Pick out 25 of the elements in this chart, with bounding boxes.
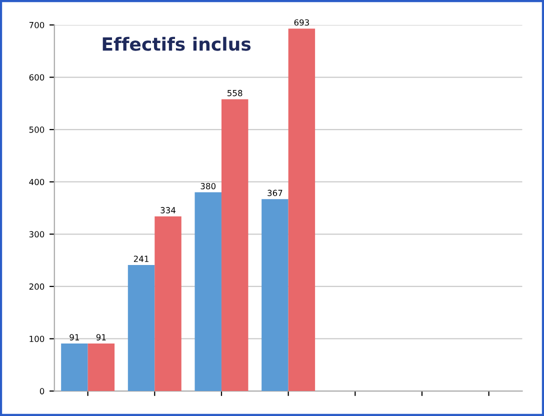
y-tick-label: 400 xyxy=(29,178,44,186)
data-label: 91 xyxy=(96,334,106,340)
y-tick-label: 0 xyxy=(40,388,44,394)
y-tick-label: 200 xyxy=(29,283,44,290)
data-label: 693 xyxy=(294,19,309,26)
bar xyxy=(288,28,316,392)
data-label: 91 xyxy=(70,334,79,340)
bar xyxy=(88,343,115,392)
data-label: 367 xyxy=(268,190,282,196)
data-label: 334 xyxy=(160,207,176,214)
data-label: 241 xyxy=(134,256,148,262)
y-tick-label: 600 xyxy=(29,74,44,81)
y-tick-label: 500 xyxy=(29,126,44,133)
bar xyxy=(262,199,288,392)
y-tick-label: 300 xyxy=(29,231,44,238)
bar xyxy=(221,99,248,392)
data-label: 558 xyxy=(228,90,242,96)
bar xyxy=(61,343,88,392)
bar xyxy=(128,265,155,392)
bar xyxy=(194,192,222,392)
bar xyxy=(154,216,182,392)
y-tick-label: 700 xyxy=(29,22,44,28)
y-tick-label: 100 xyxy=(30,336,44,342)
text: Effectifs inclus xyxy=(102,36,251,51)
data-label: 380 xyxy=(200,183,216,190)
